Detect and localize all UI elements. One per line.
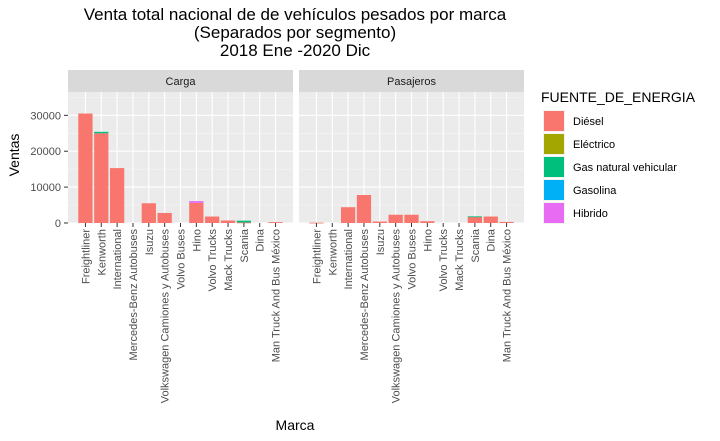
bar-diésel <box>109 168 125 223</box>
x-tick-label: Freightliner <box>80 229 92 284</box>
bar-gas-natural-vehicular <box>236 220 252 223</box>
bar-diésel <box>499 221 514 223</box>
x-axis-title: Marca <box>276 417 315 433</box>
title-line-1: Venta total nacional de de vehículos pes… <box>84 5 507 24</box>
legend-swatch <box>544 134 564 154</box>
facet-strip <box>299 70 524 92</box>
title-line-3: 2018 Ene -2020 Dic <box>220 41 371 60</box>
bar-diésel <box>388 214 403 223</box>
bar-hibrido <box>189 201 204 203</box>
x-tick-label: Scania <box>239 228 251 263</box>
legend-label: Hibrido <box>573 208 608 220</box>
x-tick-label: Volvo Buses <box>407 229 419 290</box>
bar-diésel <box>420 221 435 223</box>
bar-diésel <box>189 202 204 223</box>
bar-diésel <box>141 203 156 223</box>
x-tick-label: Dina <box>255 228 267 252</box>
x-tick-label: Man Truck And Bus México <box>502 229 514 362</box>
x-tick-label: Isuzu <box>375 229 387 255</box>
x-tick-label: Kenworth <box>96 229 108 275</box>
legend-swatch <box>544 203 564 223</box>
x-tick-label: Mercedes-Benz Autobuses <box>128 229 140 361</box>
bar-gas-natural-vehicular <box>467 216 483 218</box>
facet-strip <box>68 70 293 92</box>
title-line-2: (Separados por segmento) <box>194 23 396 42</box>
bar-diésel <box>340 207 356 223</box>
facet-strip-label: Carga <box>166 76 197 88</box>
x-tick-label: Hino <box>422 229 434 252</box>
x-tick-label: Dina <box>486 228 498 252</box>
x-tick-label: Man Truck And Bus México <box>271 229 283 362</box>
bar-diésel <box>94 133 109 223</box>
bar-diésel <box>78 113 93 223</box>
x-tick-label: International <box>112 229 124 290</box>
y-tick-label: 10000 <box>30 182 61 194</box>
facet-strip-label: Pasajeros <box>387 76 436 88</box>
y-tick-label: 0 <box>55 218 61 230</box>
x-tick-label: Volvo Trucks <box>438 229 450 292</box>
y-tick-label: 30000 <box>30 110 61 122</box>
y-tick-label: 20000 <box>30 146 61 158</box>
legend: FUENTE_DE_ENERGIA Diésel Eléctrico Gas nat… <box>541 89 696 224</box>
legend-swatch <box>544 111 564 131</box>
x-tick-label: Hino <box>191 229 203 252</box>
y-axis-title: Ventas <box>6 134 22 177</box>
bar-gas-natural-vehicular <box>94 131 109 134</box>
bar-diésel <box>220 220 236 223</box>
x-tick-label: Mercedes-Benz Autobuses <box>359 229 371 361</box>
x-tick-label: International <box>343 229 355 290</box>
x-tick-label: Volkswagen Camiones y Autobuses <box>160 229 172 404</box>
plot-area: 0 10000 20000 30000 Carga Freightliner Kenwort… <box>30 70 524 403</box>
x-tick-label: Freightliner <box>311 229 323 284</box>
legend-label: Gas natural vehicular <box>573 162 677 174</box>
x-tick-label: Isuzu <box>144 229 156 255</box>
x-tick-label: Kenworth <box>327 229 339 275</box>
chart-title: Venta total nacional de de vehículos pes… <box>84 5 507 60</box>
legend-swatch <box>544 157 564 177</box>
x-tick-label: Mack Trucks <box>223 229 235 291</box>
x-tick-label: Volvo Buses <box>176 229 188 290</box>
bar-diésel <box>404 214 419 223</box>
legend-label: Diésel <box>573 116 604 128</box>
legend-label: Eléctrico <box>573 139 615 151</box>
bar-diésel <box>356 195 372 223</box>
x-tick-label: Volvo Trucks <box>207 229 219 292</box>
bar-diésel <box>205 216 220 223</box>
x-tick-label: Volkswagen Camiones y Autobuses <box>391 229 403 404</box>
bar-diésel <box>157 212 172 223</box>
bar-diésel <box>236 222 252 224</box>
x-tick-label: Mack Trucks <box>454 229 466 291</box>
legend-label: Gasolina <box>573 185 617 197</box>
bar-diésel <box>483 216 498 223</box>
bar-diésel <box>467 216 483 223</box>
legend-title: FUENTE_DE_ENERGIA <box>541 89 696 105</box>
x-tick-label: Scania <box>470 228 482 263</box>
bar-diésel <box>268 222 283 223</box>
bar-diésel <box>372 221 387 223</box>
legend-swatch <box>544 180 564 200</box>
